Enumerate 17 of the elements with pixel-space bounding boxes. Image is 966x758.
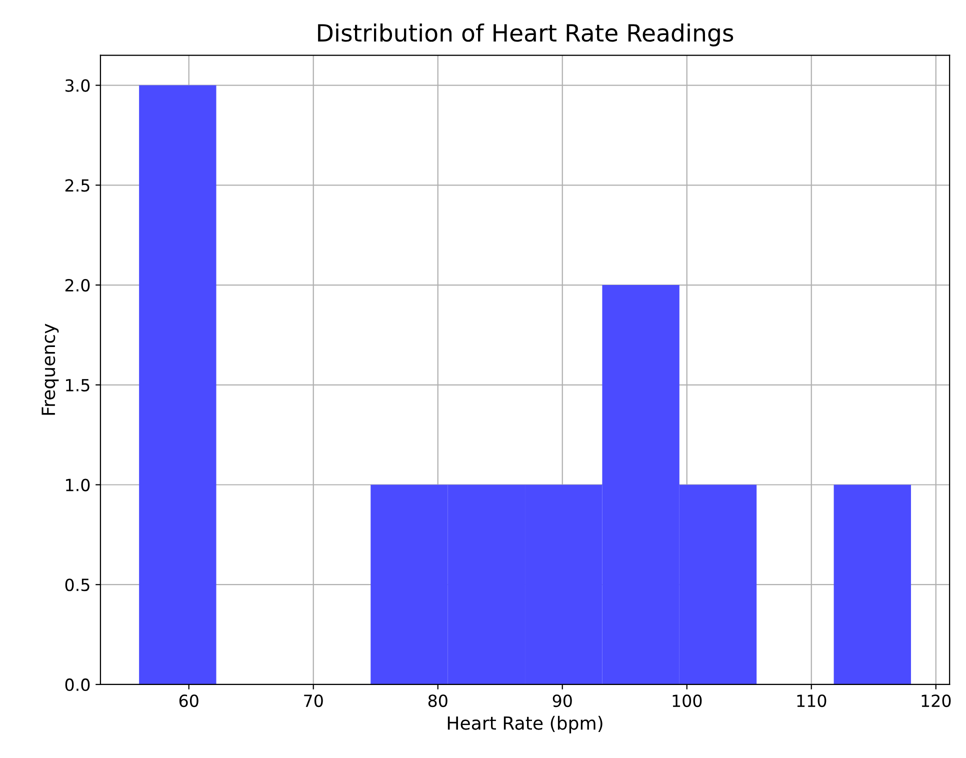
- chart-title: Distribution of Heart Rate Readings: [318, 24, 734, 46]
- x-tick-label: 110: [797, 694, 826, 708]
- x-axis-title: Heart Rate (bpm): [448, 716, 602, 734]
- y-tick-label: 3.0: [66, 79, 90, 92]
- y-tick-label: 1.5: [66, 379, 90, 392]
- x-tick-label: 90: [552, 694, 572, 708]
- x-tick-label: 80: [428, 694, 448, 708]
- x-tick-label: 120: [922, 694, 951, 708]
- x-tick-label: 70: [304, 694, 323, 708]
- y-tick-label: 2.5: [65, 179, 90, 192]
- y-tick-label: 2.0: [65, 278, 90, 292]
- y-tick-label: 0.5: [65, 578, 90, 592]
- x-tick-label: 100: [672, 694, 702, 708]
- y-tick-label: 0.0: [65, 678, 90, 692]
- x-tick-label: 60: [179, 694, 198, 708]
- y-tick-label: 1.0: [66, 478, 90, 492]
- y-axis-title: Frequency: [42, 324, 59, 415]
